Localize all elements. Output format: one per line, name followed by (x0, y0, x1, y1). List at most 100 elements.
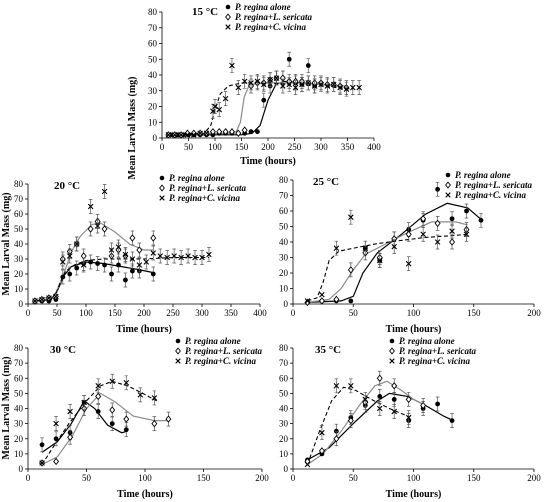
data-point-diamond (150, 234, 157, 242)
x-tick-label: 350 (224, 308, 238, 318)
chart-panel-2: 0 50 100 150 200 250 300 350 400 0 10 20 30 40 50 60 70 8… (1, 173, 267, 335)
legend-marker-dot (445, 172, 451, 178)
legend-marker-dot (225, 4, 231, 10)
y-tick-label: 50 (279, 388, 289, 398)
x-tick-label: 0 (26, 473, 31, 483)
data-point-cross (53, 293, 59, 300)
y-tick-label: 70 (279, 358, 289, 368)
data-point-cross (80, 262, 87, 268)
data-point-cross (73, 241, 80, 247)
y-tick-label: 0 (19, 464, 24, 474)
fit-line-dot (34, 261, 153, 302)
data-point-cross (32, 298, 38, 304)
data-point-cross (391, 243, 398, 250)
data-point-dot (39, 442, 45, 448)
data-point-cross (280, 83, 286, 89)
data-point-cross (348, 383, 354, 389)
data-point-dot (116, 262, 121, 268)
data-point-diamond (347, 416, 354, 425)
data-point-cross (53, 420, 59, 427)
data-point-diamond (347, 266, 354, 274)
x-tick-label: 100 (79, 308, 93, 318)
data-point-diamond (405, 395, 412, 404)
data-point-cross (203, 130, 210, 137)
data-point-dot (286, 56, 292, 62)
y-tick-label: 30 (14, 254, 24, 264)
data-point-dot (261, 97, 267, 103)
data-point-dot (95, 261, 100, 266)
data-point-cross (292, 84, 299, 91)
data-point-diamond (222, 127, 229, 136)
y-tick-label: 50 (14, 224, 24, 234)
legend-marker-cross (389, 358, 395, 364)
data-point-diamond (376, 374, 383, 382)
y-tick-label: 80 (279, 175, 289, 185)
data-point-cross (212, 103, 218, 110)
legend-marker-diamond (159, 184, 165, 192)
data-point-cross (376, 257, 383, 264)
legend-marker-cross (225, 24, 231, 30)
y-tick-label: 80 (14, 179, 24, 189)
legend-label: P. regina+L. sericata (169, 183, 246, 193)
data-point-diamond (434, 219, 441, 228)
x-axis-title: Time (hours) (386, 324, 442, 335)
x-tick-label: 100 (407, 308, 421, 318)
data-point-cross (318, 81, 324, 88)
data-point-dot (464, 208, 469, 214)
data-point-dot (95, 409, 101, 414)
y-tick-label: 10 (14, 284, 24, 294)
legend-label: P. regina+L. sericata (185, 346, 262, 356)
x-tick-label: 150 (467, 473, 481, 483)
x-tick-label: 0 (291, 308, 296, 318)
data-point-dot (377, 394, 383, 399)
fit-line-diamond (168, 82, 348, 134)
y-tick-label: 30 (14, 419, 24, 429)
y-tick-label: 10 (279, 449, 289, 459)
x-tick-label: 150 (467, 308, 481, 318)
legend-label: P. regina+C. vicina (185, 356, 256, 366)
data-point-cross (151, 395, 158, 401)
x-tick-label: 100 (138, 473, 152, 483)
data-point-cross (122, 251, 129, 258)
data-point-dot (348, 298, 354, 304)
legend-marker-diamond (389, 347, 395, 355)
fit-line-dot (307, 202, 483, 303)
data-point-diamond (87, 225, 94, 233)
data-point-diamond (190, 129, 197, 137)
data-point-dot (88, 259, 94, 265)
x-tick-label: 200 (255, 473, 269, 483)
data-point-diamond (136, 246, 143, 254)
y-tick-label: 40 (14, 404, 24, 414)
data-point-cross (210, 108, 216, 115)
chart-panel-5: 0 50 100 150 200 0 10 20 30 40 50 60 70 80 Time (hours… (279, 336, 541, 500)
fit-line-cross (168, 82, 353, 136)
data-point-cross (273, 75, 280, 81)
legend-label: P. regina+C. vicina (235, 22, 306, 32)
data-point-cross (222, 95, 229, 102)
data-point-cross (305, 80, 312, 86)
legend-label: P. regina alone (169, 173, 225, 183)
data-point-cross (108, 247, 115, 253)
data-point-dot (391, 397, 397, 402)
data-point-cross (319, 429, 325, 436)
x-tick-label: 300 (195, 308, 209, 318)
legend-label: P. regina alone (455, 170, 511, 180)
data-point-cross (81, 399, 87, 406)
legend-label: P. regina+L. sericata (455, 180, 532, 190)
data-point-cross (197, 130, 203, 137)
y-tick-label: 60 (279, 373, 289, 383)
chart-panel-3: 0 50 100 150 200 0 10 20 30 40 50 60 70 80 Time (hours… (279, 170, 541, 335)
legend-marker-diamond (445, 181, 451, 189)
data-point-dot (449, 418, 455, 423)
x-tick-label: 100 (407, 473, 421, 483)
data-point-dot (449, 216, 455, 222)
data-point-cross (206, 251, 212, 258)
y-tick-label: 80 (148, 7, 158, 17)
data-point-cross (229, 62, 235, 69)
data-point-diamond (333, 435, 340, 443)
data-point-dot (67, 271, 73, 277)
data-point-dot (130, 268, 135, 274)
y-tick-label: 0 (19, 299, 24, 309)
data-point-cross (66, 253, 73, 259)
